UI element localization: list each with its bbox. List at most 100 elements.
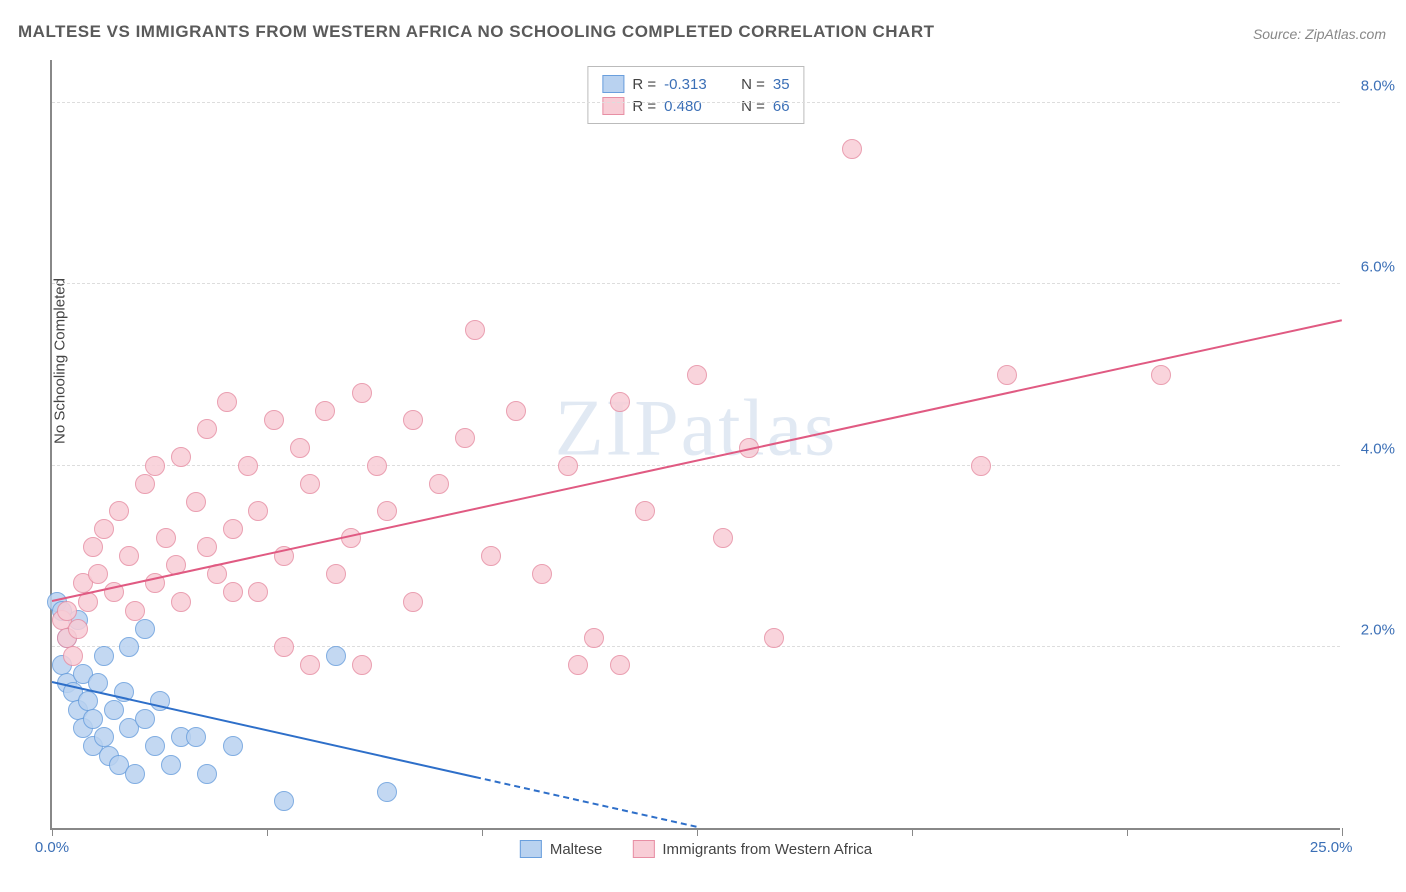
data-point xyxy=(197,764,217,784)
chart-area: No Schooling Completed ZIPatlas R = -0.3… xyxy=(50,60,1340,830)
data-point xyxy=(568,655,588,675)
data-point xyxy=(687,365,707,385)
legend-label-maltese: Maltese xyxy=(550,841,603,858)
data-point xyxy=(223,582,243,602)
data-point xyxy=(842,139,862,159)
data-point xyxy=(610,655,630,675)
data-point xyxy=(264,410,284,430)
data-point xyxy=(125,764,145,784)
chart-title: MALTESE VS IMMIGRANTS FROM WESTERN AFRIC… xyxy=(18,22,934,42)
data-point xyxy=(135,619,155,639)
r-label: R = xyxy=(632,76,656,93)
data-point xyxy=(532,564,552,584)
data-point xyxy=(78,691,98,711)
data-point xyxy=(63,646,83,666)
data-point xyxy=(94,646,114,666)
y-tick-label: 2.0% xyxy=(1361,621,1395,638)
data-point xyxy=(274,637,294,657)
x-tick xyxy=(482,828,483,836)
data-point xyxy=(88,564,108,584)
data-point xyxy=(68,619,88,639)
n-value-maltese: 35 xyxy=(773,76,790,93)
correlation-legend: R = -0.313 N = 35 R = 0.480 N = 66 xyxy=(587,66,804,124)
data-point xyxy=(119,637,139,657)
data-point xyxy=(197,419,217,439)
data-point xyxy=(83,709,103,729)
gridline xyxy=(52,283,1340,284)
data-point xyxy=(635,501,655,521)
data-point xyxy=(465,320,485,340)
data-point xyxy=(94,519,114,539)
gridline xyxy=(52,646,1340,647)
data-point xyxy=(171,447,191,467)
x-tick xyxy=(267,828,268,836)
data-point xyxy=(300,474,320,494)
y-axis-label: No Schooling Completed xyxy=(52,278,69,444)
data-point xyxy=(584,628,604,648)
data-point xyxy=(161,755,181,775)
x-tick xyxy=(912,828,913,836)
data-point xyxy=(429,474,449,494)
data-point xyxy=(377,501,397,521)
r-value-maltese: -0.313 xyxy=(664,76,719,93)
data-point xyxy=(290,438,310,458)
data-point xyxy=(352,383,372,403)
x-tick xyxy=(52,828,53,836)
data-point xyxy=(248,501,268,521)
r-label: R = xyxy=(632,98,656,115)
swatch-maltese-icon xyxy=(520,840,542,858)
data-point xyxy=(506,401,526,421)
data-point xyxy=(186,492,206,512)
data-point xyxy=(367,456,387,476)
swatch-africa-icon xyxy=(632,840,654,858)
swatch-africa xyxy=(602,97,624,115)
data-point xyxy=(135,474,155,494)
data-point xyxy=(186,727,206,747)
data-point xyxy=(610,392,630,412)
n-label: N = xyxy=(741,98,765,115)
data-point xyxy=(326,646,346,666)
y-tick-label: 8.0% xyxy=(1361,78,1395,95)
legend-item-maltese: Maltese xyxy=(520,840,603,858)
data-point xyxy=(94,727,114,747)
x-tick-label: 0.0% xyxy=(35,839,69,856)
x-tick-label: 25.0% xyxy=(1310,839,1353,856)
gridline xyxy=(52,102,1340,103)
data-point xyxy=(1151,365,1171,385)
data-point xyxy=(109,501,129,521)
data-point xyxy=(217,392,237,412)
data-point xyxy=(197,537,217,557)
y-tick-label: 6.0% xyxy=(1361,259,1395,276)
data-point xyxy=(171,592,191,612)
data-point xyxy=(145,736,165,756)
data-point xyxy=(971,456,991,476)
data-point xyxy=(403,410,423,430)
r-value-africa: 0.480 xyxy=(664,98,719,115)
source-label: Source: ZipAtlas.com xyxy=(1253,26,1386,42)
trend-line-dashed xyxy=(475,776,697,828)
data-point xyxy=(764,628,784,648)
legend-item-africa: Immigrants from Western Africa xyxy=(632,840,872,858)
data-point xyxy=(83,537,103,557)
legend-label-africa: Immigrants from Western Africa xyxy=(662,841,872,858)
y-tick-label: 4.0% xyxy=(1361,440,1395,457)
series-legend: Maltese Immigrants from Western Africa xyxy=(520,840,872,858)
x-tick xyxy=(1342,828,1343,836)
data-point xyxy=(104,700,124,720)
data-point xyxy=(57,601,77,621)
data-point xyxy=(352,655,372,675)
data-point xyxy=(377,782,397,802)
data-point xyxy=(713,528,733,548)
x-tick xyxy=(697,828,698,836)
data-point xyxy=(300,655,320,675)
legend-row-maltese: R = -0.313 N = 35 xyxy=(602,73,789,95)
data-point xyxy=(223,736,243,756)
data-point xyxy=(274,791,294,811)
data-point xyxy=(558,456,578,476)
data-point xyxy=(315,401,335,421)
data-point xyxy=(238,456,258,476)
data-point xyxy=(403,592,423,612)
data-point xyxy=(997,365,1017,385)
n-value-africa: 66 xyxy=(773,98,790,115)
legend-row-africa: R = 0.480 N = 66 xyxy=(602,95,789,117)
